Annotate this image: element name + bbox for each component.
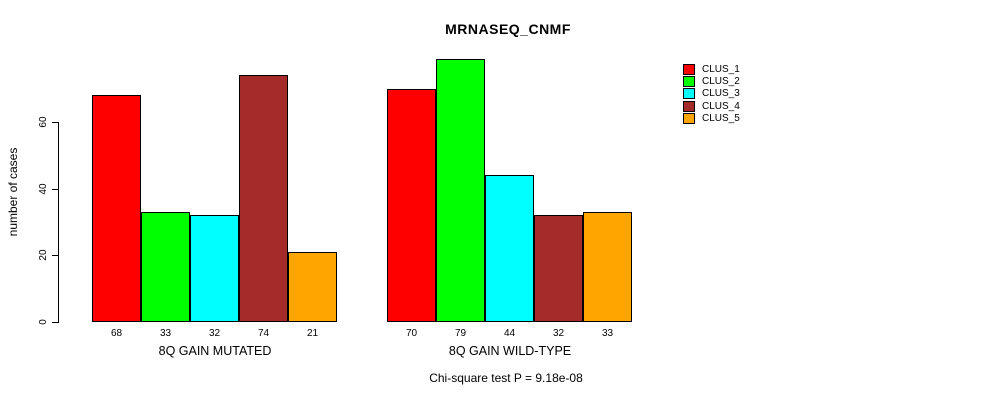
bar-value-label-clus_2-group2: 79 xyxy=(454,328,467,339)
legend-row-clus_1: CLUS_1 xyxy=(683,63,740,75)
bar-clus_4-group2 xyxy=(534,215,583,322)
legend-swatch-clus_5 xyxy=(683,113,695,125)
y-tick-label-0: 0 xyxy=(38,319,49,325)
bar-value-label-clus_3-group1: 32 xyxy=(208,328,221,339)
legend-swatch-clus_2 xyxy=(683,76,695,88)
bar-value-label-clus_4-group1: 74 xyxy=(257,328,270,339)
bar-value-label-clus_3-group2: 44 xyxy=(503,328,516,339)
legend-swatch-clus_1 xyxy=(683,63,695,75)
bar-value-label-clus_1-group2: 70 xyxy=(405,328,418,339)
bar-value-label-clus_4-group2: 32 xyxy=(552,328,565,339)
legend-label-clus_1: CLUS_1 xyxy=(702,63,740,75)
y-tick-mark-0 xyxy=(52,322,59,323)
legend-row-clus_2: CLUS_2 xyxy=(683,75,740,88)
bar-clus_5-group2 xyxy=(583,212,632,322)
bar-clus_5-group1 xyxy=(288,252,337,322)
legend-row-clus_4: CLUS_4 xyxy=(683,100,740,112)
legend-label-clus_2: CLUS_2 xyxy=(702,76,740,88)
y-tick-label-20: 20 xyxy=(38,249,49,261)
legend-row-clus_3: CLUS_3 xyxy=(683,88,740,100)
chi-square-annotation: Chi-square test P = 9.18e-08 xyxy=(429,371,583,385)
legend-row-clus_5: CLUS_5 xyxy=(683,113,740,125)
y-tick-mark-40 xyxy=(52,189,59,190)
bar-value-label-clus_1-group1: 68 xyxy=(110,328,123,339)
y-tick-mark-60 xyxy=(52,122,59,123)
bar-value-label-clus_2-group1: 33 xyxy=(159,328,172,339)
legend-label-clus_3: CLUS_3 xyxy=(702,88,740,100)
y-axis-line xyxy=(58,122,59,323)
bar-clus_4-group1 xyxy=(239,75,288,322)
bar-clus_2-group2 xyxy=(436,59,485,322)
chart-title: MRNASEQ_CNMF xyxy=(445,21,571,37)
legend-swatch-clus_4 xyxy=(683,100,695,112)
bar-clus_3-group2 xyxy=(485,175,534,322)
y-tick-mark-20 xyxy=(52,255,59,256)
bar-clus_1-group1 xyxy=(92,95,141,322)
category-label-mutated: 8Q GAIN MUTATED xyxy=(158,344,272,358)
bar-value-label-clus_5-group2: 33 xyxy=(601,328,614,339)
bar-clus_3-group1 xyxy=(190,215,239,322)
y-axis-label: number of cases xyxy=(6,147,20,237)
bar-value-label-clus_5-group1: 21 xyxy=(306,328,319,339)
legend-swatch-clus_3 xyxy=(683,88,695,100)
legend-label-clus_5: CLUS_5 xyxy=(702,113,740,125)
bar-clus_2-group1 xyxy=(141,212,190,322)
y-tick-label-40: 40 xyxy=(38,183,49,195)
legend: CLUS_1 CLUS_2 CLUS_3 CLUS_4 CLUS_5 xyxy=(683,63,740,125)
bar-clus_1-group2 xyxy=(387,89,436,322)
legend-label-clus_4: CLUS_4 xyxy=(702,100,740,112)
category-label-wildtype: 8Q GAIN WILD-TYPE xyxy=(448,344,572,358)
y-tick-label-60: 60 xyxy=(38,116,49,128)
